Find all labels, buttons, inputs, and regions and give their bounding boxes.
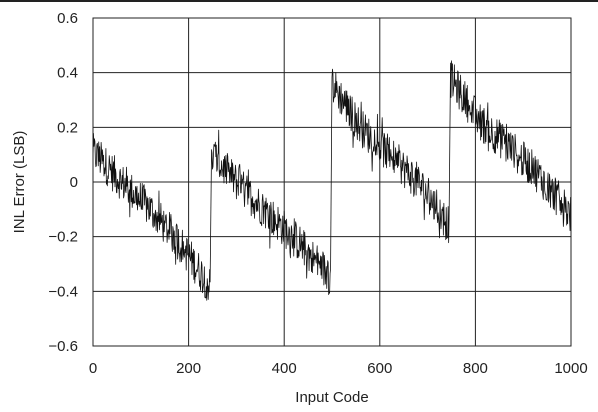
y-tick-label: 0 xyxy=(70,174,78,191)
y-axis-ticks: 0.6 0.4 0.2 0 −0.2 −0.4 −0.6 xyxy=(48,10,78,355)
y-tick-label: −0.2 xyxy=(48,229,78,246)
inl-error-line xyxy=(92,60,572,301)
x-axis-ticks: 0 200 400 600 800 1000 xyxy=(89,360,588,377)
x-tick-label: 400 xyxy=(272,360,297,377)
plot-frame xyxy=(92,17,572,347)
x-tick-label: 1000 xyxy=(554,360,587,377)
y-tick-label: 0.2 xyxy=(57,119,78,136)
y-tick-label: 0.6 xyxy=(57,10,78,27)
top-border-line xyxy=(0,0,598,2)
y-tick-label: −0.6 xyxy=(48,338,78,355)
series-inl-error xyxy=(92,60,572,301)
x-tick-label: 200 xyxy=(176,360,201,377)
y-tick-label: 0.4 xyxy=(57,65,78,82)
x-tick-label: 800 xyxy=(463,360,488,377)
x-axis-label: Input Code xyxy=(295,389,368,406)
x-tick-label: 600 xyxy=(367,360,392,377)
x-tick-label: 0 xyxy=(89,360,97,377)
y-tick-label: −0.4 xyxy=(48,283,78,300)
grid xyxy=(93,18,571,346)
y-axis-label: INL Error (LSB) xyxy=(11,131,28,234)
